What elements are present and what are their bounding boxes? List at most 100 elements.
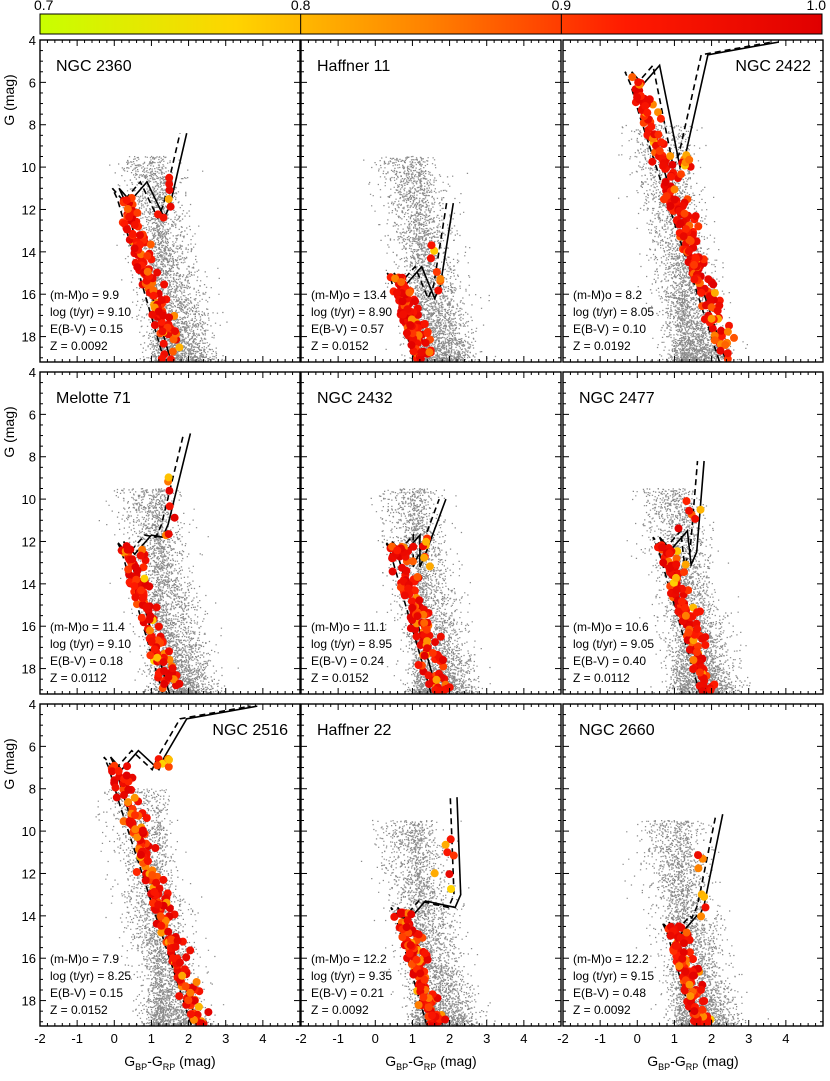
- member-star: [681, 967, 690, 976]
- member-star: [700, 997, 709, 1005]
- member-star: [414, 661, 423, 669]
- member-star: [402, 329, 411, 338]
- y-tick-label: 6: [29, 407, 36, 422]
- member-star: [136, 231, 144, 240]
- member-star: [436, 632, 445, 641]
- member-star: [675, 962, 684, 971]
- member-star: [147, 637, 156, 646]
- member-star: [414, 1001, 423, 1009]
- member-star: [679, 948, 688, 957]
- member-star: [423, 637, 432, 646]
- member-star: [681, 603, 689, 612]
- member-star: [449, 851, 458, 860]
- y-tick-label: 18: [22, 330, 36, 345]
- member-star: [691, 514, 700, 523]
- member-star: [414, 930, 423, 939]
- x-tick-label: 3: [745, 1031, 752, 1046]
- member-star: [434, 286, 443, 295]
- member-star: [186, 988, 195, 997]
- member-star: [689, 955, 697, 964]
- cluster-parameter: log (t/yr) = 8.25: [50, 969, 131, 983]
- cluster-parameter: (m-M)o = 13.4: [311, 288, 387, 302]
- member-star: [716, 346, 725, 355]
- member-star: [670, 185, 679, 194]
- member-star: [412, 632, 421, 641]
- panel-frame: [39, 39, 301, 363]
- member-star: [143, 267, 152, 276]
- member-star: [119, 817, 128, 826]
- member-star: [153, 761, 162, 770]
- cluster-parameter: Z = 0.0092: [50, 339, 108, 353]
- cluster-parameter: (m-M)o = 7.9: [50, 952, 119, 966]
- member-star: [672, 941, 681, 950]
- colorbar-tick-label: 0.8: [291, 0, 311, 13]
- cmd-panel: -2 -1 0 1 2 3 4 GBP-GRP (mag) Haffner 22 (m-M)o =…: [295, 703, 562, 1072]
- member-star: [693, 625, 702, 634]
- member-star: [658, 543, 667, 552]
- member-star: [680, 939, 688, 948]
- panel-frame: [562, 39, 824, 363]
- member-star: [691, 212, 700, 221]
- x-tick-label: 2: [446, 1031, 453, 1046]
- member-star: [723, 327, 732, 336]
- member-stars: [117, 473, 184, 693]
- member-star: [114, 767, 123, 775]
- member-star: [403, 916, 412, 925]
- plot-area: [370, 488, 491, 694]
- member-star: [157, 921, 166, 930]
- member-star: [407, 597, 416, 606]
- x-tick-label: -1: [594, 1031, 606, 1046]
- member-star: [130, 221, 139, 229]
- x-tick-label: 0: [372, 1031, 379, 1046]
- cluster-parameter: Z = 0.0092: [573, 1003, 631, 1017]
- member-star: [657, 138, 666, 147]
- member-star: [700, 892, 709, 901]
- colorbar-tick-label: 0.7: [34, 0, 54, 13]
- cluster-parameter: Z = 0.0112: [50, 671, 107, 685]
- member-star: [398, 297, 407, 306]
- member-star: [124, 565, 133, 574]
- member-stars: [386, 241, 445, 362]
- member-stars: [386, 534, 454, 694]
- member-star: [171, 942, 180, 951]
- plot-area: [618, 41, 779, 362]
- cluster-parameter: (m-M)o = 11.4: [50, 620, 125, 634]
- member-star: [131, 811, 139, 820]
- member-star: [421, 338, 430, 347]
- member-star: [168, 664, 177, 673]
- member-star: [158, 327, 167, 336]
- member-star: [713, 306, 722, 315]
- member-star: [654, 130, 663, 139]
- member-star: [693, 608, 702, 617]
- panel-frame: [562, 703, 824, 1027]
- cluster-name: Haffner 22: [317, 722, 392, 739]
- member-star: [432, 268, 441, 276]
- x-tick-label: 0: [111, 1031, 118, 1046]
- plot-area: [98, 433, 239, 694]
- member-star: [125, 213, 134, 221]
- member-star: [402, 566, 411, 575]
- member-star: [710, 336, 719, 345]
- member-star: [141, 876, 150, 885]
- member-star: [408, 603, 417, 612]
- member-star: [674, 607, 683, 616]
- cluster-parameter: log (t/yr) = 8.90: [311, 305, 392, 319]
- member-star: [685, 980, 694, 989]
- cluster-parameter: log (t/yr) = 9.10: [50, 305, 131, 319]
- member-star: [706, 686, 715, 694]
- member-star: [701, 633, 710, 642]
- member-star: [399, 310, 408, 319]
- member-star: [427, 241, 436, 250]
- member-star: [157, 354, 166, 362]
- member-star: [132, 868, 141, 876]
- x-tick-label: 3: [222, 1031, 229, 1046]
- member-star: [420, 553, 429, 562]
- member-star: [710, 288, 719, 297]
- cmd-panel: NGC 2432 (m-M)o = 11.1 log (t/yr) = 8.95 E(…: [300, 371, 562, 695]
- x-tick-label: -2: [34, 1031, 46, 1046]
- member-star: [689, 665, 698, 673]
- member-star: [397, 278, 406, 286]
- member-star: [169, 954, 177, 963]
